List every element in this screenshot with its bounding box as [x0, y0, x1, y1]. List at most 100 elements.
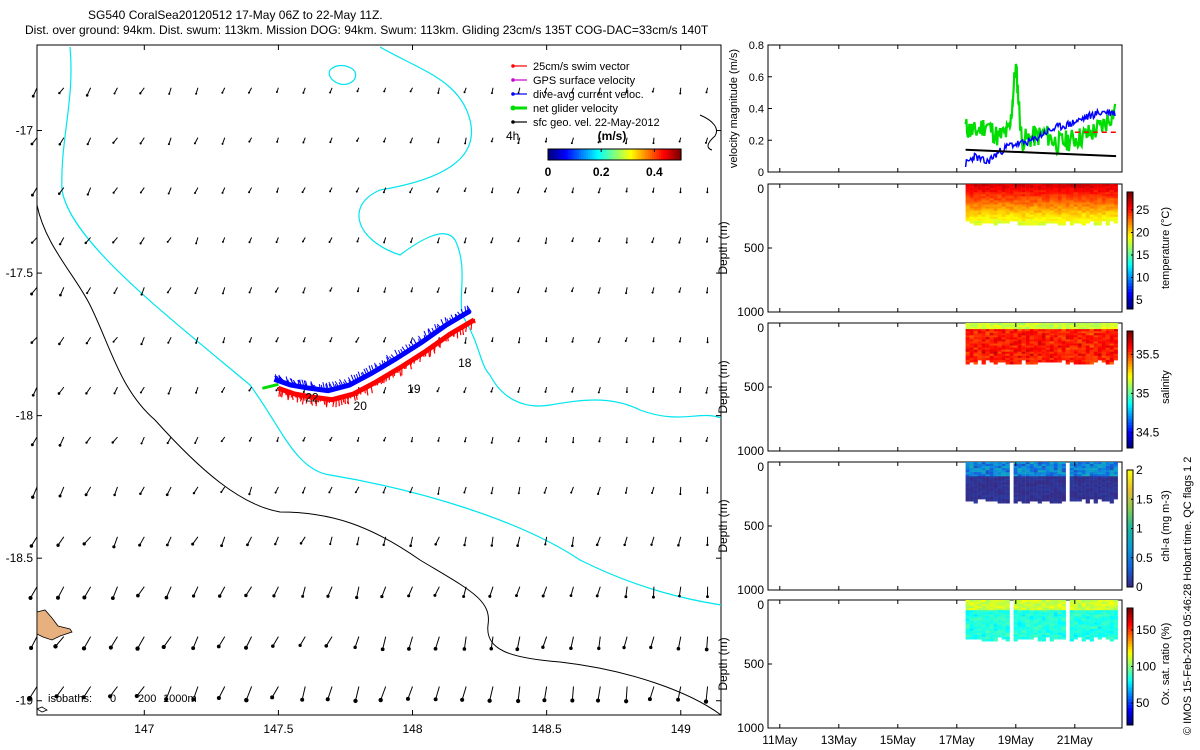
- salinity-cell: [965, 323, 970, 326]
- temperature-cell: [981, 218, 986, 222]
- geo-arrowhead: [274, 290, 277, 293]
- temperature-colorbar-cell: [1127, 265, 1133, 269]
- salinity-cell: [1105, 353, 1110, 357]
- dac-vector: [355, 374, 360, 382]
- salinity-cell: [969, 333, 974, 336]
- geo-arrow: [302, 586, 306, 597]
- temperature-cell: [1057, 216, 1062, 220]
- oxsat-cell: [1069, 618, 1074, 621]
- salinity-cell: [1109, 335, 1114, 338]
- temperature-cell: [1085, 184, 1090, 187]
- salinity-cell: [1041, 359, 1046, 363]
- oxsat-cell: [1109, 606, 1114, 609]
- salinity-cell: [1041, 355, 1046, 359]
- oxsat-cell: [1033, 622, 1038, 626]
- oxsat-cell: [1089, 620, 1094, 624]
- dac-vector: [381, 360, 385, 368]
- chla-cell: [1045, 466, 1050, 469]
- oxsat-cell: [965, 620, 970, 624]
- chla-cell: [1033, 476, 1038, 479]
- salinity-colorbar-cell: [1127, 383, 1133, 388]
- chla-cell: [973, 486, 978, 490]
- geo-arrowhead: [355, 190, 358, 193]
- chla-cell: [1085, 494, 1090, 498]
- salinity-cell: [1001, 323, 1006, 326]
- swim-vector: [447, 334, 449, 342]
- temperature-cell: [993, 188, 998, 191]
- chla-cell: [993, 480, 998, 483]
- salinity-cell: [1073, 329, 1078, 332]
- track-day-label: 22: [305, 390, 319, 404]
- dac-vector: [446, 318, 450, 325]
- temperature-cell: [1057, 194, 1062, 197]
- oxsat-cell: [1017, 600, 1022, 603]
- temperature-cell: [1085, 186, 1090, 189]
- geo-arrowhead: [139, 142, 142, 145]
- salinity-cell: [977, 331, 982, 334]
- temperature-cell: [969, 220, 974, 224]
- chla-cell: [985, 466, 990, 469]
- oxsat-cell: [1057, 630, 1062, 634]
- temperature-cell: [1105, 210, 1110, 214]
- geo-arrowhead: [409, 141, 412, 144]
- geo-arrowhead: [678, 140, 681, 143]
- temperature-cell: [1057, 188, 1062, 191]
- geo-arrowhead: [517, 142, 520, 145]
- oxsat-cell: [1053, 608, 1058, 611]
- salinity-cell: [1009, 347, 1014, 351]
- temperature-cell: [1057, 186, 1062, 189]
- chla-cell: [965, 462, 970, 465]
- oxsat-cell: [1077, 616, 1082, 619]
- salinity-cell: [997, 337, 1002, 340]
- salinity-cell: [969, 351, 974, 355]
- salinity-cell: [977, 345, 982, 349]
- temperature-cell: [1105, 202, 1110, 205]
- oxsat-cell: [989, 630, 994, 634]
- temperature-cell: [1001, 204, 1006, 208]
- salinity-cell: [1009, 361, 1014, 365]
- oxsat-cell: [1101, 626, 1106, 630]
- oxsat-cell: [993, 622, 998, 626]
- oxsat-cell: [1005, 634, 1010, 638]
- chla-cell: [1089, 472, 1094, 475]
- oxsat-cell: [969, 624, 974, 628]
- chla-cell: [965, 496, 970, 500]
- chla-cell: [977, 472, 982, 475]
- colorbar-cell: [676, 149, 680, 160]
- temperature-cell: [1109, 196, 1114, 199]
- temperature-cell: [1057, 222, 1062, 226]
- oxsat-cell: [1061, 624, 1066, 628]
- salinity-cell: [965, 355, 970, 359]
- temperature-cell: [1001, 192, 1006, 195]
- chla-cell: [1049, 486, 1054, 490]
- oxsat-cell: [1005, 630, 1010, 634]
- dac-vector: [318, 384, 321, 391]
- oxsat-cell: [1113, 610, 1118, 613]
- chla-cell: [1105, 482, 1110, 486]
- oxsat-cell: [1021, 608, 1026, 611]
- geo-arrowhead: [517, 440, 520, 443]
- temperature-cell: [1001, 184, 1006, 187]
- oxsat-cell: [1081, 604, 1086, 607]
- temperature-cell: [973, 200, 978, 203]
- temperature-cell: [993, 186, 998, 189]
- temperature-cell: [1093, 184, 1098, 187]
- chla-colorbar-cell: [1127, 534, 1133, 538]
- geo-arrowhead: [407, 594, 411, 598]
- temperature-cell: [989, 208, 994, 212]
- colorbar-cell: [548, 149, 551, 160]
- temperature-cell: [997, 186, 1002, 189]
- temperature-cell: [981, 204, 986, 208]
- temperature-cell: [1021, 220, 1026, 224]
- geo-arrowhead: [705, 240, 708, 243]
- swim-vector: [279, 388, 283, 397]
- colorbar-cell: [674, 149, 678, 160]
- temperature-cell: [965, 198, 970, 201]
- colorbar-cell: [598, 149, 602, 160]
- chla-cell: [1025, 498, 1030, 502]
- chla-cell: [1049, 462, 1054, 465]
- salinity-cell: [1081, 325, 1086, 328]
- salinity-cell: [1113, 333, 1118, 336]
- temperature-cell: [1033, 220, 1038, 224]
- chla-colorbar-cell: [1127, 554, 1133, 559]
